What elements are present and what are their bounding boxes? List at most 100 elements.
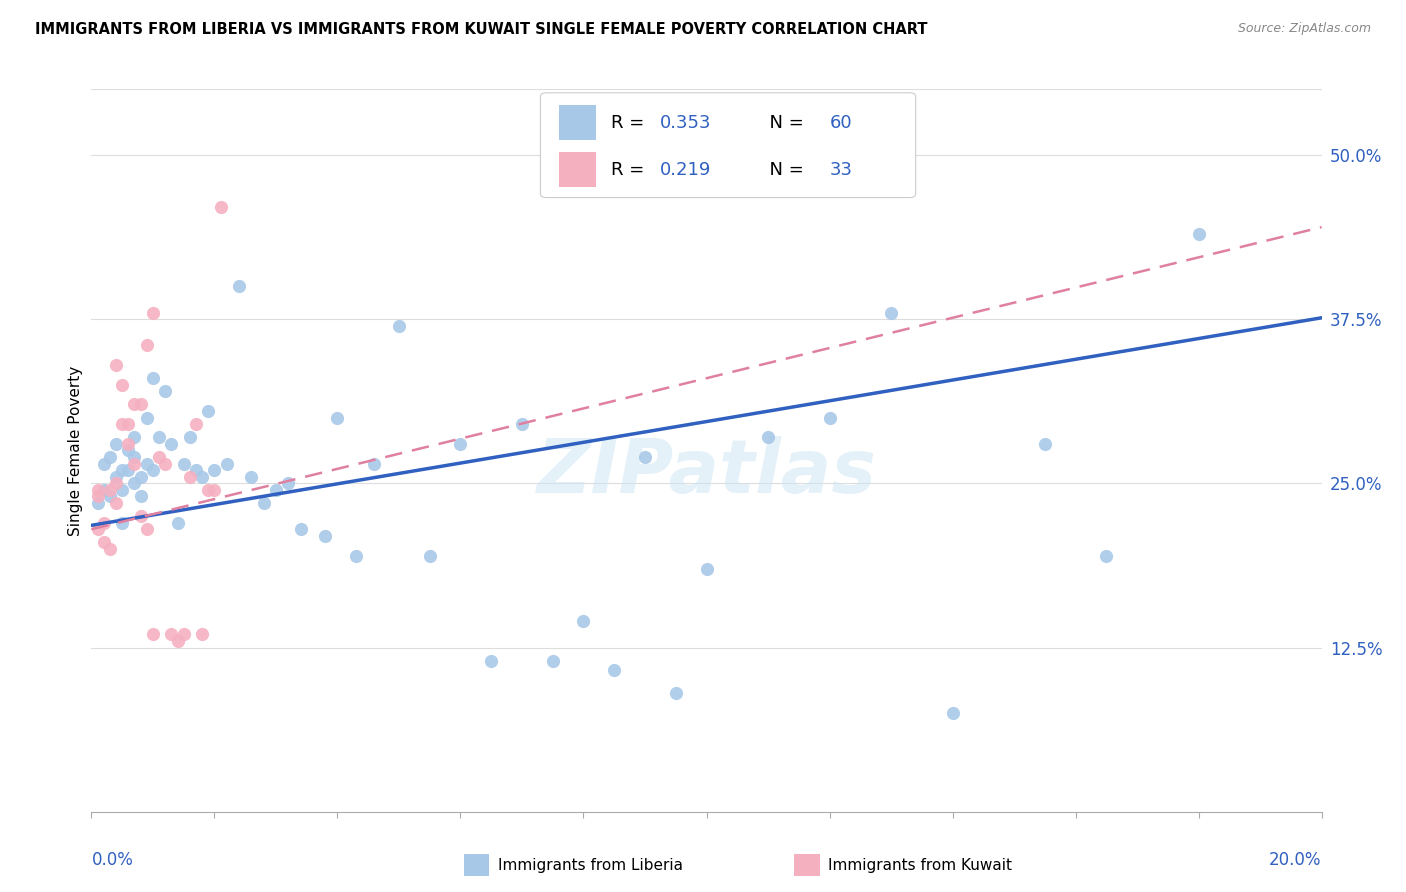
Point bbox=[634, 450, 657, 464]
Point bbox=[98, 483, 121, 497]
Text: IMMIGRANTS FROM LIBERIA VS IMMIGRANTS FROM KUWAIT SINGLE FEMALE POVERTY CORRELAT: IMMIGRANTS FROM LIBERIA VS IMMIGRANTS FR… bbox=[35, 22, 928, 37]
Text: 60: 60 bbox=[830, 114, 852, 132]
Point bbox=[135, 522, 157, 536]
Point bbox=[1095, 549, 1118, 563]
Text: N =: N = bbox=[758, 114, 810, 132]
Point bbox=[153, 384, 177, 399]
FancyBboxPatch shape bbox=[558, 105, 596, 140]
Point bbox=[880, 305, 903, 319]
Point bbox=[479, 654, 502, 668]
Point bbox=[93, 457, 115, 471]
Point bbox=[117, 417, 139, 432]
Point bbox=[105, 358, 127, 372]
Point bbox=[1033, 437, 1056, 451]
Point bbox=[942, 706, 965, 721]
Point bbox=[111, 483, 134, 497]
Point bbox=[240, 469, 263, 483]
Point bbox=[105, 476, 127, 491]
Point bbox=[449, 437, 471, 451]
Point bbox=[124, 476, 146, 491]
Point bbox=[135, 410, 157, 425]
Text: 33: 33 bbox=[830, 161, 852, 178]
Point bbox=[142, 371, 165, 385]
Text: 20.0%: 20.0% bbox=[1270, 852, 1322, 870]
Point bbox=[129, 469, 152, 483]
Point bbox=[696, 562, 718, 576]
Point bbox=[209, 201, 232, 215]
Point bbox=[135, 457, 157, 471]
Point bbox=[277, 476, 299, 491]
Point bbox=[314, 529, 336, 543]
Point bbox=[572, 614, 595, 628]
Point bbox=[173, 627, 195, 641]
Point bbox=[197, 483, 219, 497]
Point bbox=[142, 627, 165, 641]
Point bbox=[98, 490, 121, 504]
Point bbox=[124, 397, 146, 411]
Point bbox=[142, 463, 165, 477]
Point bbox=[388, 318, 411, 333]
Point bbox=[117, 443, 139, 458]
Point bbox=[184, 463, 207, 477]
Point bbox=[111, 417, 134, 432]
Point bbox=[363, 457, 385, 471]
Point bbox=[148, 430, 170, 444]
Text: N =: N = bbox=[758, 161, 810, 178]
Point bbox=[86, 496, 108, 510]
Point bbox=[541, 654, 564, 668]
Point bbox=[173, 457, 195, 471]
Point bbox=[160, 627, 183, 641]
Point bbox=[1187, 227, 1209, 241]
Text: 0.0%: 0.0% bbox=[91, 852, 134, 870]
FancyBboxPatch shape bbox=[558, 153, 596, 187]
Text: Source: ZipAtlas.com: Source: ZipAtlas.com bbox=[1237, 22, 1371, 36]
Point bbox=[111, 463, 134, 477]
Text: 0.353: 0.353 bbox=[659, 114, 711, 132]
Point bbox=[111, 377, 134, 392]
Point bbox=[166, 634, 188, 648]
Point bbox=[191, 469, 214, 483]
Point bbox=[191, 627, 214, 641]
Point bbox=[326, 410, 349, 425]
Point bbox=[603, 663, 626, 677]
Point bbox=[290, 522, 312, 536]
Point bbox=[124, 450, 146, 464]
Point bbox=[166, 516, 188, 530]
Text: R =: R = bbox=[610, 114, 650, 132]
Point bbox=[135, 338, 157, 352]
Point bbox=[818, 410, 841, 425]
Point bbox=[93, 535, 115, 549]
Point bbox=[228, 279, 250, 293]
Point bbox=[665, 686, 688, 700]
Point bbox=[124, 430, 146, 444]
Point bbox=[202, 483, 225, 497]
Point bbox=[98, 541, 121, 556]
Point bbox=[344, 549, 367, 563]
Text: Immigrants from Kuwait: Immigrants from Kuwait bbox=[828, 858, 1012, 872]
Point bbox=[202, 463, 225, 477]
Point bbox=[197, 404, 219, 418]
Point bbox=[264, 483, 287, 497]
Point bbox=[117, 463, 139, 477]
FancyBboxPatch shape bbox=[540, 93, 915, 198]
Point bbox=[148, 450, 170, 464]
Point bbox=[142, 305, 165, 319]
Point bbox=[153, 457, 177, 471]
Point bbox=[86, 522, 108, 536]
Point bbox=[105, 437, 127, 451]
Point bbox=[160, 437, 183, 451]
Y-axis label: Single Female Poverty: Single Female Poverty bbox=[67, 366, 83, 535]
Text: 0.219: 0.219 bbox=[659, 161, 711, 178]
Point bbox=[98, 450, 121, 464]
Point bbox=[215, 457, 238, 471]
Point bbox=[184, 417, 207, 432]
Point bbox=[105, 469, 127, 483]
Text: ZIPatlas: ZIPatlas bbox=[537, 435, 876, 508]
Point bbox=[510, 417, 533, 432]
Point bbox=[86, 483, 108, 497]
Point bbox=[756, 430, 779, 444]
Point bbox=[93, 516, 115, 530]
Point bbox=[179, 469, 201, 483]
Point bbox=[253, 496, 276, 510]
Point bbox=[111, 516, 134, 530]
